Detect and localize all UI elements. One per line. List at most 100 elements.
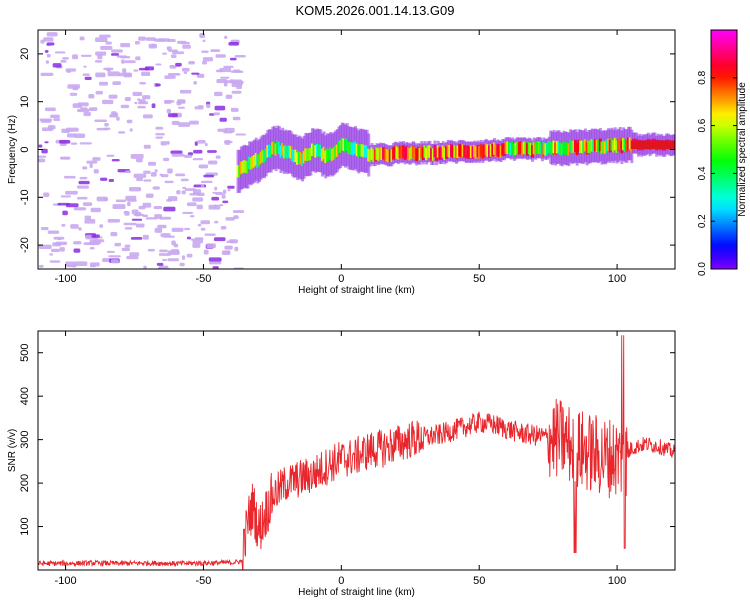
noise-speckle	[222, 189, 227, 195]
noise-speckle	[78, 180, 90, 185]
noise-speckle	[86, 160, 98, 164]
noise-speckle	[162, 258, 167, 262]
ridge-cell	[272, 141, 276, 154]
ridge-cell	[459, 144, 463, 158]
noise-speckle	[133, 69, 139, 72]
ridge-cell	[580, 140, 584, 154]
noise-speckle	[47, 230, 60, 234]
ridge-cell	[587, 140, 591, 154]
x-tick-label: -50	[196, 273, 212, 285]
noise-speckle	[189, 120, 199, 125]
ridge-cell	[570, 140, 574, 154]
ridge-cell	[484, 143, 488, 156]
noise-speckle	[155, 136, 164, 139]
ridge-cell	[398, 145, 402, 159]
noise-speckle	[112, 204, 126, 210]
ridge-cell	[555, 141, 559, 154]
ridge-cell	[491, 143, 495, 157]
ridge-cell	[387, 149, 391, 163]
ridge-cell	[426, 145, 430, 159]
noise-speckle	[180, 41, 190, 45]
ridge-cell	[322, 146, 326, 160]
noise-speckle	[72, 54, 79, 60]
ridge-cell	[311, 143, 314, 156]
ridge-cell	[620, 141, 624, 154]
noise-speckle	[225, 250, 231, 254]
ridge-cell	[277, 141, 281, 155]
ridge-cell	[421, 147, 425, 161]
noise-speckle	[210, 49, 221, 52]
ridge-cell	[517, 142, 521, 155]
noise-speckle	[75, 261, 88, 266]
ridge-cell	[368, 149, 372, 163]
noise-speckle	[82, 73, 90, 76]
noise-speckle	[232, 69, 241, 73]
ridge-cell	[532, 141, 536, 155]
ridge-cell	[449, 144, 453, 157]
noise-speckle	[52, 63, 62, 68]
noise-speckle	[130, 236, 143, 240]
x-tick-label: 0	[338, 273, 344, 285]
noise-speckle	[124, 96, 131, 102]
plot-frame	[37, 330, 676, 571]
noise-speckle	[212, 266, 219, 269]
noise-speckle	[136, 158, 143, 163]
noise-speckle	[184, 227, 191, 231]
ridge-cell	[291, 148, 295, 162]
x-tick-label: 50	[473, 273, 485, 285]
ridge-cell	[289, 146, 293, 159]
ridge-cell	[332, 147, 336, 160]
ridge-cell	[592, 139, 596, 153]
noise-speckle	[211, 196, 220, 201]
noise-speckle	[155, 126, 164, 130]
ridge-cell	[324, 150, 328, 164]
noise-speckle	[215, 54, 226, 58]
noise-speckle	[102, 258, 111, 262]
noise-speckle	[191, 72, 200, 75]
ridge-cell	[574, 139, 578, 153]
ridge-cell	[597, 140, 601, 153]
noise-speckle	[166, 46, 172, 51]
ridge-cell	[267, 144, 271, 157]
noise-speckle	[93, 169, 99, 174]
noise-speckle	[175, 173, 186, 177]
ridge-cell	[613, 137, 617, 151]
ridge-cell	[347, 141, 351, 155]
noise-speckle	[89, 247, 95, 250]
noise-speckle	[49, 253, 54, 256]
noise-speckle	[111, 53, 120, 56]
noise-speckle	[84, 219, 96, 224]
noise-speckle	[145, 37, 156, 41]
noise-speckle	[157, 224, 167, 229]
ridge-cell	[239, 161, 243, 175]
ridge-cell	[463, 145, 467, 158]
noise-speckle	[47, 125, 56, 130]
noise-speckle	[199, 33, 206, 38]
noise-speckle	[89, 241, 100, 246]
ridge-cell	[244, 160, 248, 174]
y-tick-label: 200	[19, 474, 31, 492]
ridge-cell	[279, 145, 283, 158]
ridge-cell	[527, 141, 531, 155]
ridge-cell	[483, 144, 487, 157]
ridge-cell	[392, 147, 396, 160]
ridge-cell	[352, 142, 356, 156]
noise-speckle	[77, 196, 88, 200]
ridge-cell	[413, 146, 417, 160]
noise-speckle	[171, 51, 185, 55]
noise-speckle	[44, 49, 49, 53]
noise-speckle	[219, 204, 224, 207]
noise-speckle	[177, 106, 186, 109]
noise-speckle	[131, 218, 143, 221]
noise-speckle	[38, 158, 46, 163]
noise-speckle	[43, 37, 54, 42]
ridge-cell	[469, 145, 473, 159]
noise-speckle	[65, 261, 76, 267]
ridge-cell	[474, 146, 478, 159]
noise-speckle	[169, 65, 177, 69]
noise-speckle	[231, 82, 243, 88]
noise-speckle	[82, 202, 93, 206]
noise-speckle	[72, 86, 79, 91]
noise-speckle	[72, 103, 83, 108]
noise-speckle	[143, 179, 152, 182]
